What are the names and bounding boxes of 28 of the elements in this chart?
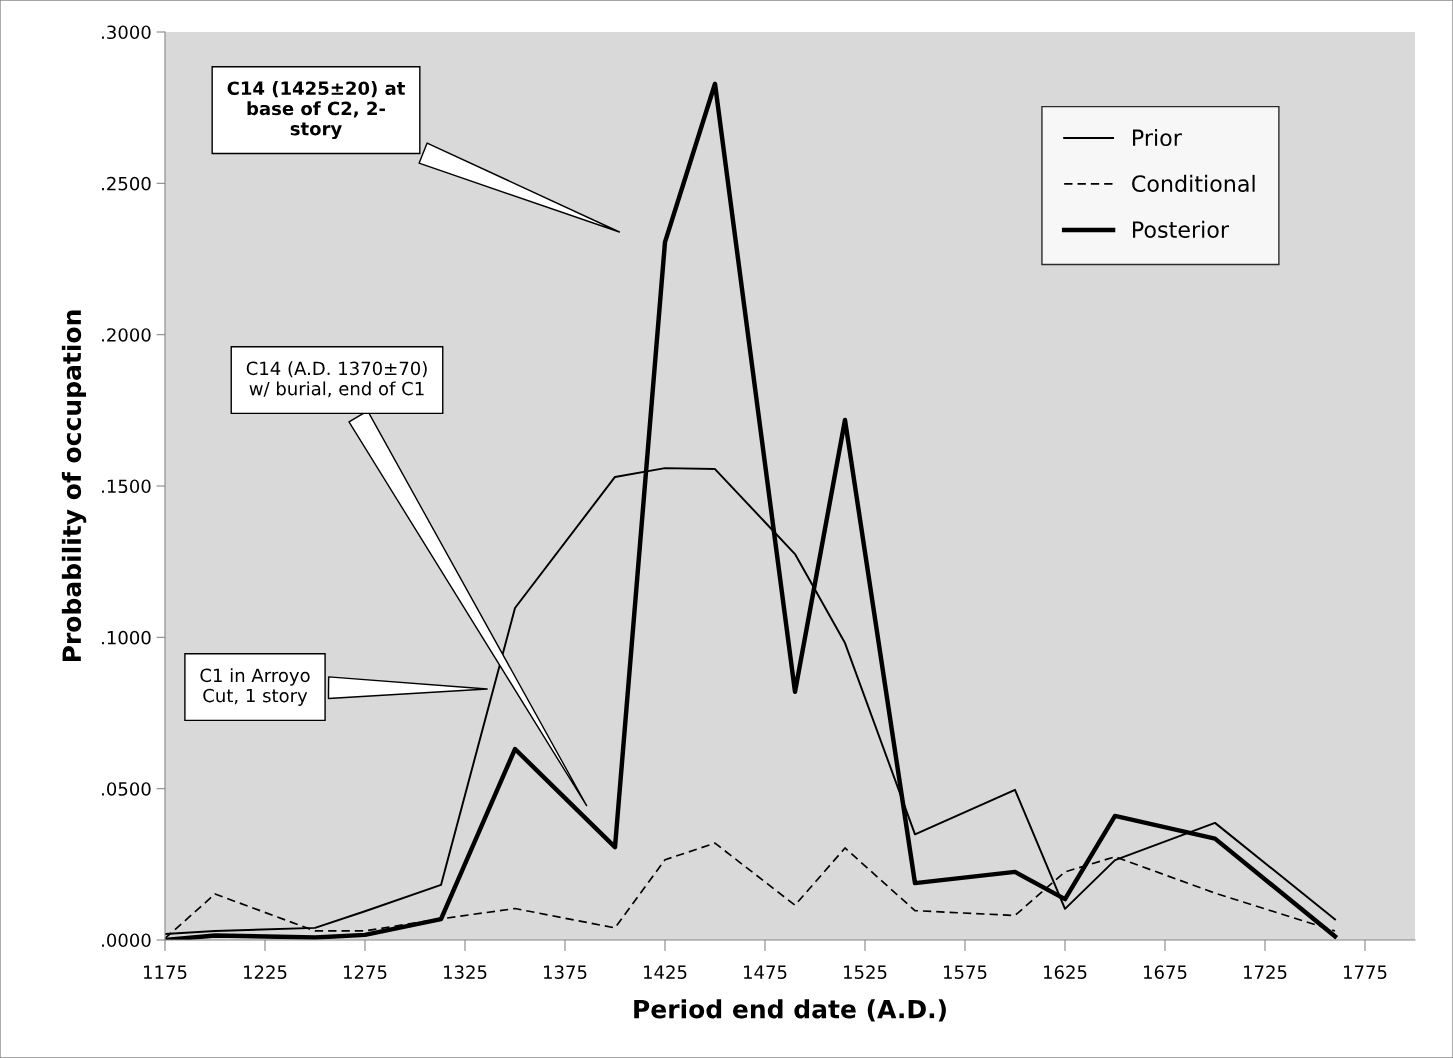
annotation: C14 (1425±20) at base of C2, 2- story: [227, 81, 405, 140]
y-tick-label: .2000: [102, 328, 151, 342]
annotation: C1 in Arroyo Cut, 1 story: [200, 668, 310, 706]
x-tick-label: 1525: [844, 965, 887, 979]
x-tick-label: 1675: [1144, 965, 1187, 979]
legend-label: Conditional: [1132, 174, 1255, 193]
legend-label: Prior: [1133, 128, 1182, 147]
x-tick-label: 1625: [1044, 965, 1087, 979]
legend-label: Posterior: [1133, 220, 1230, 238]
x-tick-label: 1225: [244, 965, 287, 979]
x-tick-label: 1425: [644, 965, 687, 979]
x-axis-title: Period end date (A.D.): [634, 999, 946, 1022]
y-tick-label: .1500: [102, 479, 151, 494]
annotation: C14 (A.D. 1370±70) w/ burial, end of C1: [246, 361, 427, 398]
y-tick-label: .0500: [102, 782, 151, 796]
x-tick-label: 1275: [344, 965, 387, 979]
x-tick-label: 1475: [744, 965, 787, 979]
x-tick-label: 1575: [944, 965, 987, 979]
y-tick-label: .2500: [102, 176, 151, 191]
x-tick-label: 1725: [1244, 965, 1287, 979]
y-axis-title: Probability of occupation: [61, 310, 87, 662]
x-tick-label: 1325: [444, 965, 487, 979]
y-tick-label: .1000: [102, 630, 151, 645]
x-tick-label: 1175: [144, 965, 187, 979]
x-tick-label: 1775: [1344, 965, 1387, 979]
x-tick-label: 1375: [544, 965, 587, 979]
y-tick-label: .3000: [102, 25, 151, 40]
y-tick-label: .0000: [102, 933, 151, 948]
